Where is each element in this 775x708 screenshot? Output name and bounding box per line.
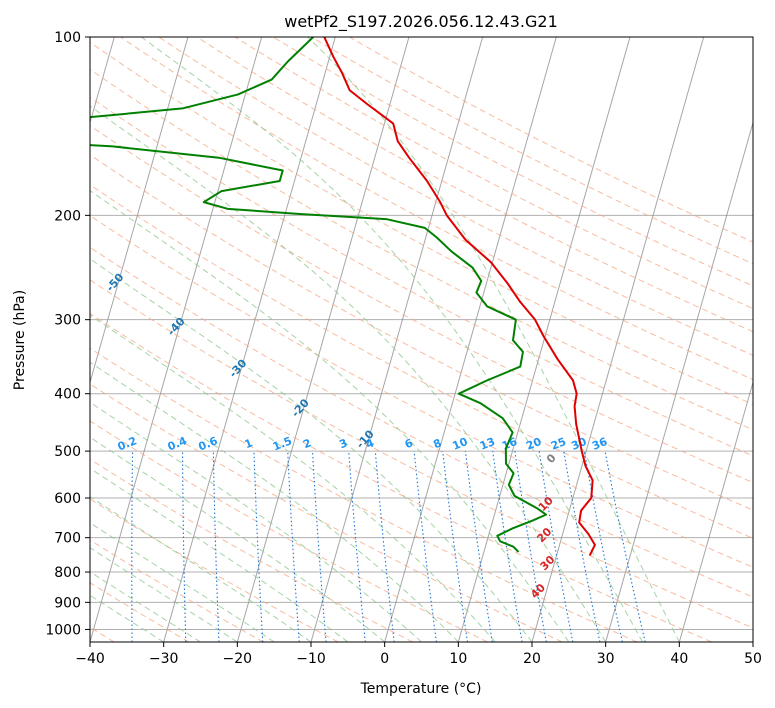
dry-adiabat-line: [90, 184, 753, 539]
dry-adiabat-line: [90, 124, 753, 484]
mixing-ratio-label: 10: [451, 435, 470, 453]
y-tick-label: 200: [54, 208, 81, 224]
y-tick-label: 300: [54, 313, 81, 329]
x-axis-label: Temperature (°C): [360, 681, 482, 697]
y-tick-label: 900: [54, 595, 81, 611]
isotherm-line: [384, 37, 557, 642]
temperature-profile-line: [323, 37, 596, 556]
isotherm-line: [163, 37, 336, 642]
isotherm-line: [605, 120, 753, 642]
mixing-ratio-line: [374, 451, 395, 642]
isotherm-line: [236, 37, 410, 642]
mixing-ratio-label: 25: [549, 435, 568, 453]
dry-adiabat-line: [196, 37, 753, 333]
x-tick-label: 50: [744, 651, 762, 667]
dry-adiabat-line: [90, 458, 414, 642]
y-tick-label: 1000: [45, 622, 81, 638]
y-tick-label: 600: [54, 491, 81, 507]
dry-adiabat-line: [90, 41, 753, 405]
y-tick-label: 400: [54, 387, 81, 403]
dry-adiabat-line: [234, 37, 753, 310]
moist-adiabat-line: [90, 314, 496, 642]
y-tick-label: 100: [54, 30, 81, 46]
dry-adiabat-line: [90, 279, 753, 629]
x-tick-label: 10: [449, 651, 467, 667]
y-tick-label: 500: [54, 444, 81, 460]
dry-adiabat-line: [90, 582, 190, 642]
moist-adiabat-line: [90, 361, 459, 642]
mixing-ratio-line: [348, 451, 366, 642]
x-tick-label: −10: [296, 651, 326, 667]
mixing-ratio-label: 2: [301, 436, 313, 451]
isotherm-line: [90, 37, 189, 385]
x-tick-label: −30: [149, 651, 179, 667]
mixing-ratio-label: 20: [524, 435, 543, 453]
x-tick-label: 20: [523, 651, 541, 667]
mixing-ratio-label: 1: [243, 436, 255, 451]
dry-adiabat-line: [90, 68, 753, 431]
moist-adiabat-line: [90, 401, 422, 642]
moist-adiabat-line: [90, 467, 349, 642]
moist-adiabat-line: [90, 495, 312, 642]
dry-adiabat-line: [90, 347, 638, 642]
mixing-ratio-line: [583, 451, 623, 642]
mixing-ratio-label: 3: [337, 436, 349, 451]
isotherm-line: [457, 37, 631, 642]
moist-adiabat-line: [90, 258, 533, 642]
dry-adiabat-line: [90, 154, 753, 511]
moist-adiabat-line: [90, 105, 607, 642]
dry-adiabat-line: [90, 246, 753, 598]
y-tick-label: 700: [54, 531, 81, 547]
dry-adiabat-line: [90, 312, 712, 642]
x-tick-label: −20: [223, 651, 253, 667]
chart-title: wetPf2_S197.2026.056.12.43.G21: [284, 12, 558, 32]
mixing-ratio-label: 36: [590, 435, 609, 453]
isotherm-line: [531, 37, 705, 642]
dewpoint-profile-line: [90, 37, 548, 553]
mixing-ratio-line: [604, 450, 646, 642]
moist-adiabat-line: [140, 37, 643, 642]
mixing-ratio-line: [563, 451, 601, 642]
mixing-ratio-line: [464, 451, 493, 642]
dry-adiabat-line: [120, 37, 753, 381]
x-tick-label: 30: [597, 651, 615, 667]
mixing-ratio-label: 30: [569, 435, 588, 453]
x-tick-label: −40: [75, 651, 105, 667]
plot-frame: [89, 36, 754, 643]
mixing-ratio-label: 13: [478, 435, 497, 453]
y-tick-label: 800: [54, 565, 81, 581]
dry-adiabat-line: [90, 539, 264, 642]
mixing-ratio-line: [442, 451, 469, 642]
mixing-ratio-line: [413, 451, 437, 642]
mixing-ratio-label: 8: [431, 436, 443, 451]
y-axis-label: Pressure (hPa): [12, 290, 28, 390]
mixing-ratio-line: [492, 451, 523, 642]
moist-adiabat-line: [90, 189, 570, 642]
moist-adiabat-line: [307, 37, 680, 642]
x-tick-label: 0: [380, 651, 389, 667]
mixing-ratio-label: 16: [500, 435, 519, 453]
x-tick-label: 40: [670, 651, 688, 667]
dry-adiabat-line: [90, 215, 753, 568]
dry-adiabat-line: [90, 420, 488, 642]
isotherm-line: [678, 380, 753, 642]
